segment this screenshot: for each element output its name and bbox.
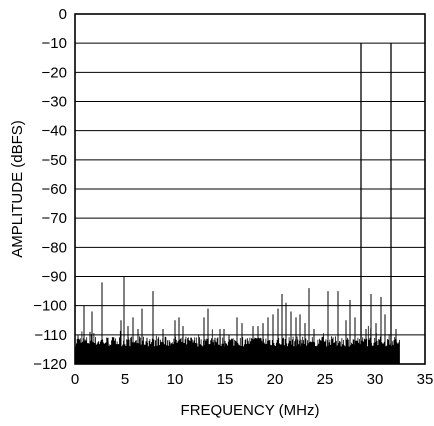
- x-tick-label: 5: [121, 371, 129, 388]
- x-tick-label: 30: [367, 371, 384, 388]
- x-tick-label: 0: [71, 371, 79, 388]
- y-axis-label: AMPLITUDE (dBFS): [9, 120, 26, 258]
- y-tick-label: −90: [42, 269, 67, 286]
- x-tick-label: 10: [167, 371, 184, 388]
- x-tick-label: 15: [217, 371, 234, 388]
- x-axis-label: FREQUENCY (MHz): [181, 402, 320, 419]
- y-tick-label: −60: [42, 181, 67, 198]
- y-tick-label: −10: [42, 35, 67, 52]
- y-tick-label: −80: [42, 239, 67, 256]
- spur-series: [77, 276, 397, 364]
- y-tick-labels: 0 −10 −20 −30 −40 −50 −60 −70 −80 −90 −100 −110 −120: [33, 6, 67, 373]
- y-tick-label: −40: [42, 123, 67, 140]
- y-tick-label: −70: [42, 210, 67, 227]
- x-tick-label: 35: [417, 371, 434, 388]
- y-tick-label: −30: [42, 94, 67, 111]
- fundamental-tones: [360, 43, 392, 364]
- y-tick-label: −20: [42, 64, 67, 81]
- y-tick-label: −100: [33, 298, 67, 315]
- gridlines: [75, 42, 425, 336]
- y-tick-label: 0: [59, 6, 67, 23]
- y-tick-label: −50: [42, 152, 67, 169]
- y-tick-label: −110: [34, 327, 67, 344]
- x-tick-label: 25: [317, 371, 334, 388]
- x-tick-labels: 0 5 10 15 20 25 30 35: [71, 371, 434, 388]
- y-tick-label: −120: [33, 356, 67, 373]
- x-tick-label: 20: [267, 371, 284, 388]
